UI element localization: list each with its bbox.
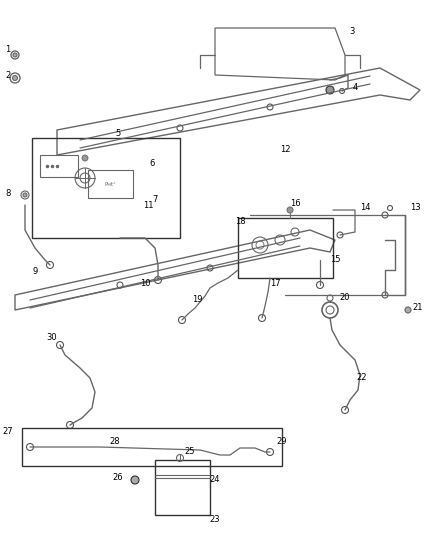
Text: 29: 29 [277,438,287,447]
Bar [88,170,133,198]
Text: 19: 19 [192,295,202,304]
Text: 1: 1 [5,45,11,54]
Circle shape [13,76,18,80]
Bar [40,155,78,177]
Text: 28: 28 [110,438,120,447]
Text: 5: 5 [115,128,120,138]
Text: 8: 8 [5,189,11,198]
Text: 10: 10 [140,279,150,287]
Text: Pнt°: Pнt° [104,182,116,187]
Bar [155,460,210,515]
Text: 17: 17 [270,279,280,287]
Text: 23: 23 [210,515,220,524]
Text: 3: 3 [350,28,355,36]
Text: 12: 12 [280,146,290,155]
Text: 27: 27 [3,427,13,437]
Text: 22: 22 [357,374,367,383]
Circle shape [23,193,27,197]
Text: 15: 15 [330,255,340,264]
Text: 14: 14 [360,204,370,213]
Text: 9: 9 [32,268,38,277]
Text: 4: 4 [353,84,357,93]
Circle shape [13,53,17,57]
Circle shape [326,86,334,94]
Circle shape [405,307,411,313]
Text: 2: 2 [5,70,11,79]
Text: 26: 26 [113,473,124,482]
Text: 7: 7 [152,196,158,205]
Text: 21: 21 [413,303,423,312]
Text: 13: 13 [410,204,420,213]
Text: 24: 24 [210,475,220,484]
Text: 16: 16 [290,198,300,207]
Bar [22,428,282,466]
Circle shape [287,207,293,213]
Bar [32,138,180,238]
Text: 25: 25 [185,448,195,456]
Text: 30: 30 [47,334,57,343]
Bar [238,218,333,278]
Text: 18: 18 [235,217,245,227]
Circle shape [82,155,88,161]
Text: 6: 6 [149,158,155,167]
Circle shape [131,476,139,484]
Text: 20: 20 [340,294,350,303]
Text: 11: 11 [143,200,153,209]
